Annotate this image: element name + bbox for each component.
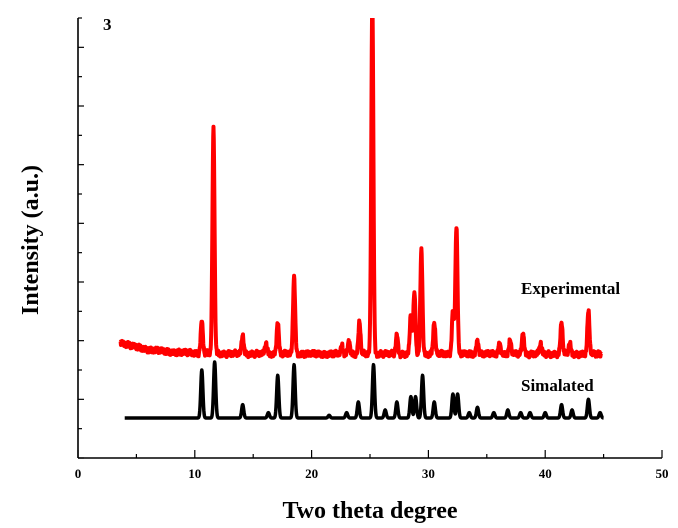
x-tick-label: 20 — [305, 466, 318, 481]
x-tick-label: 30 — [422, 466, 435, 481]
chart-series — [118, 18, 606, 420]
x-tick-label: 0 — [75, 466, 82, 481]
series-label-simulated: Simalated — [521, 376, 594, 395]
y-axis-title: Intensity (a.u.) — [18, 165, 44, 315]
x-axis-title: Two theta degree — [282, 498, 457, 524]
x-tick-label: 40 — [539, 466, 552, 481]
simulated-pattern-line — [123, 360, 606, 420]
series-label-experimental: Experimental — [521, 279, 620, 298]
x-tick-label: 10 — [188, 466, 201, 481]
x-tick-label: 50 — [656, 466, 669, 481]
panel-label: 3 — [103, 15, 112, 34]
x-ticks: 0 10 20 30 40 50 — [75, 450, 669, 481]
y-ticks — [78, 17, 84, 459]
experimental-pattern-line — [118, 18, 603, 360]
